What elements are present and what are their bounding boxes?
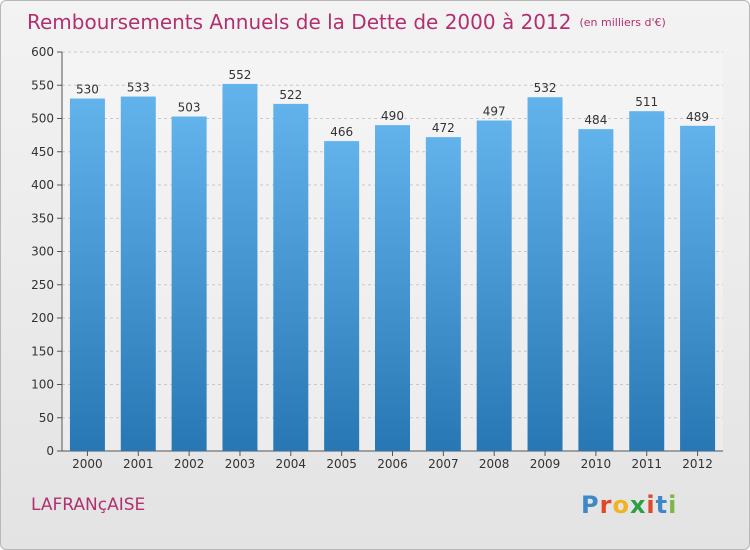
logo-letter: r xyxy=(599,491,613,519)
x-tick-label: 2006 xyxy=(377,457,408,471)
bar-value-label: 532 xyxy=(534,81,557,95)
y-tick-label: 200 xyxy=(31,311,54,325)
bar xyxy=(425,137,461,451)
y-tick-label: 350 xyxy=(31,211,54,225)
bar-value-label: 533 xyxy=(127,81,150,95)
x-tick-label: 2007 xyxy=(428,457,459,471)
logo-letter: t xyxy=(655,491,669,519)
logo-letter: i xyxy=(668,491,678,519)
y-tick-label: 600 xyxy=(31,45,54,59)
x-tick-label: 2010 xyxy=(581,457,612,471)
bar-value-label: 503 xyxy=(178,101,201,115)
x-tick-label: 2004 xyxy=(276,457,307,471)
title-text: Remboursements Annuels de la Dette de 20… xyxy=(27,10,572,34)
x-tick-label: 2003 xyxy=(225,457,256,471)
logo-letter: o xyxy=(612,491,630,519)
bar xyxy=(222,83,258,452)
bar-value-label: 466 xyxy=(330,125,353,139)
x-tick-label: 2001 xyxy=(123,457,154,471)
x-tick-label: 2000 xyxy=(72,457,103,471)
bar-value-label: 511 xyxy=(635,95,658,109)
y-tick-label: 50 xyxy=(39,411,54,425)
chart-title: Remboursements Annuels de la Dette de 20… xyxy=(27,10,666,34)
bar xyxy=(324,141,360,452)
y-tick-label: 500 xyxy=(31,112,54,126)
bar xyxy=(629,111,665,451)
bar-value-label: 489 xyxy=(686,110,709,124)
y-tick-label: 400 xyxy=(31,178,54,192)
y-tick-label: 250 xyxy=(31,278,54,292)
bar-value-label: 552 xyxy=(229,68,252,82)
bar-value-label: 522 xyxy=(279,88,302,102)
bar-value-label: 497 xyxy=(483,104,506,118)
bar xyxy=(120,96,156,452)
x-tick-label: 2009 xyxy=(530,457,561,471)
bar-value-label: 490 xyxy=(381,109,404,123)
logo-letter: x xyxy=(629,491,647,519)
chart-subtitle: (en milliers d'€) xyxy=(579,16,666,29)
bar xyxy=(680,125,716,451)
bar xyxy=(375,125,410,452)
logo-letter: i xyxy=(646,491,656,519)
bar xyxy=(171,116,207,451)
x-tick-label: 2011 xyxy=(631,457,662,471)
bar-value-label: 484 xyxy=(584,113,607,127)
x-tick-label: 2012 xyxy=(682,457,713,471)
bar xyxy=(578,129,614,451)
y-tick-label: 300 xyxy=(31,245,54,259)
proxiti-logo[interactable]: Proxiti xyxy=(581,491,677,519)
x-tick-label: 2002 xyxy=(174,457,205,471)
bar xyxy=(527,97,563,451)
logo-letter: P xyxy=(581,491,600,519)
y-tick-label: 0 xyxy=(46,444,54,458)
bar-value-label: 472 xyxy=(432,121,455,135)
x-tick-label: 2005 xyxy=(326,457,357,471)
y-tick-label: 450 xyxy=(31,145,54,159)
bar xyxy=(273,103,309,452)
commune-name: LAFRANçAISE xyxy=(31,495,146,515)
bar xyxy=(476,120,512,452)
bar xyxy=(69,98,105,452)
y-tick-label: 150 xyxy=(31,344,54,358)
bar-value-label: 530 xyxy=(76,83,99,97)
y-tick-label: 550 xyxy=(31,78,54,92)
x-tick-label: 2008 xyxy=(479,457,510,471)
y-tick-label: 100 xyxy=(31,378,54,392)
